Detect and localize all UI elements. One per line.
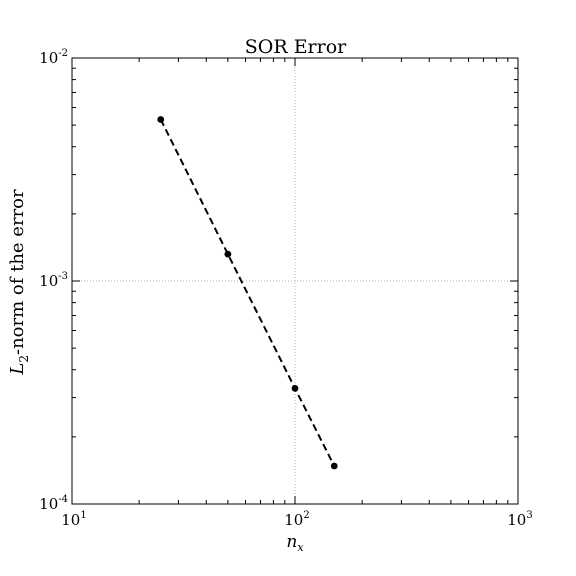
minor-ticks [72,58,518,504]
x-tick-label-base: 10 [507,511,526,529]
x-tick-label-base: 10 [284,511,303,529]
y-axis-label-subscript: 2 [17,355,31,363]
y-tick-label-exponent: -2 [58,48,68,59]
y-tick-label-base: 10 [39,272,58,290]
y-tick-label-base: 10 [39,49,58,67]
x-axis-label-base: n [286,532,297,552]
y-tick-label: 10-2 [39,48,68,67]
x-tick-label: 103 [507,510,532,529]
x-tick-label-exponent: 3 [526,510,532,521]
series-line [159,119,336,467]
data-point [291,384,299,392]
y-axis-label: L2-norm of the error [7,189,31,376]
plot-frame [71,57,519,505]
x-tick-label: 102 [284,510,309,529]
chart-title: SOR Error [245,36,347,58]
y-tick-label-base: 10 [39,495,58,513]
y-tick-label: 10-3 [39,271,68,290]
y-tick-label: 10-4 [39,494,68,513]
data-point [224,250,232,258]
y-tick-label-exponent: -3 [58,271,68,282]
data-series [157,116,338,470]
x-axis-label: nx [286,532,304,554]
x-tick-label: 101 [61,510,86,529]
y-axis-label-l: L [7,363,28,376]
data-point [157,116,165,123]
x-tick-label-exponent: 1 [80,510,86,521]
x-tick-label-base: 10 [61,511,80,529]
x-tick-label-exponent: 2 [303,510,309,521]
data-point [330,462,338,470]
grid-lines [72,58,518,504]
y-tick-label-exponent: -4 [58,494,68,505]
x-axis-label-subscript: x [297,541,304,554]
y-axis-label-rest: -norm of the error [7,189,28,355]
